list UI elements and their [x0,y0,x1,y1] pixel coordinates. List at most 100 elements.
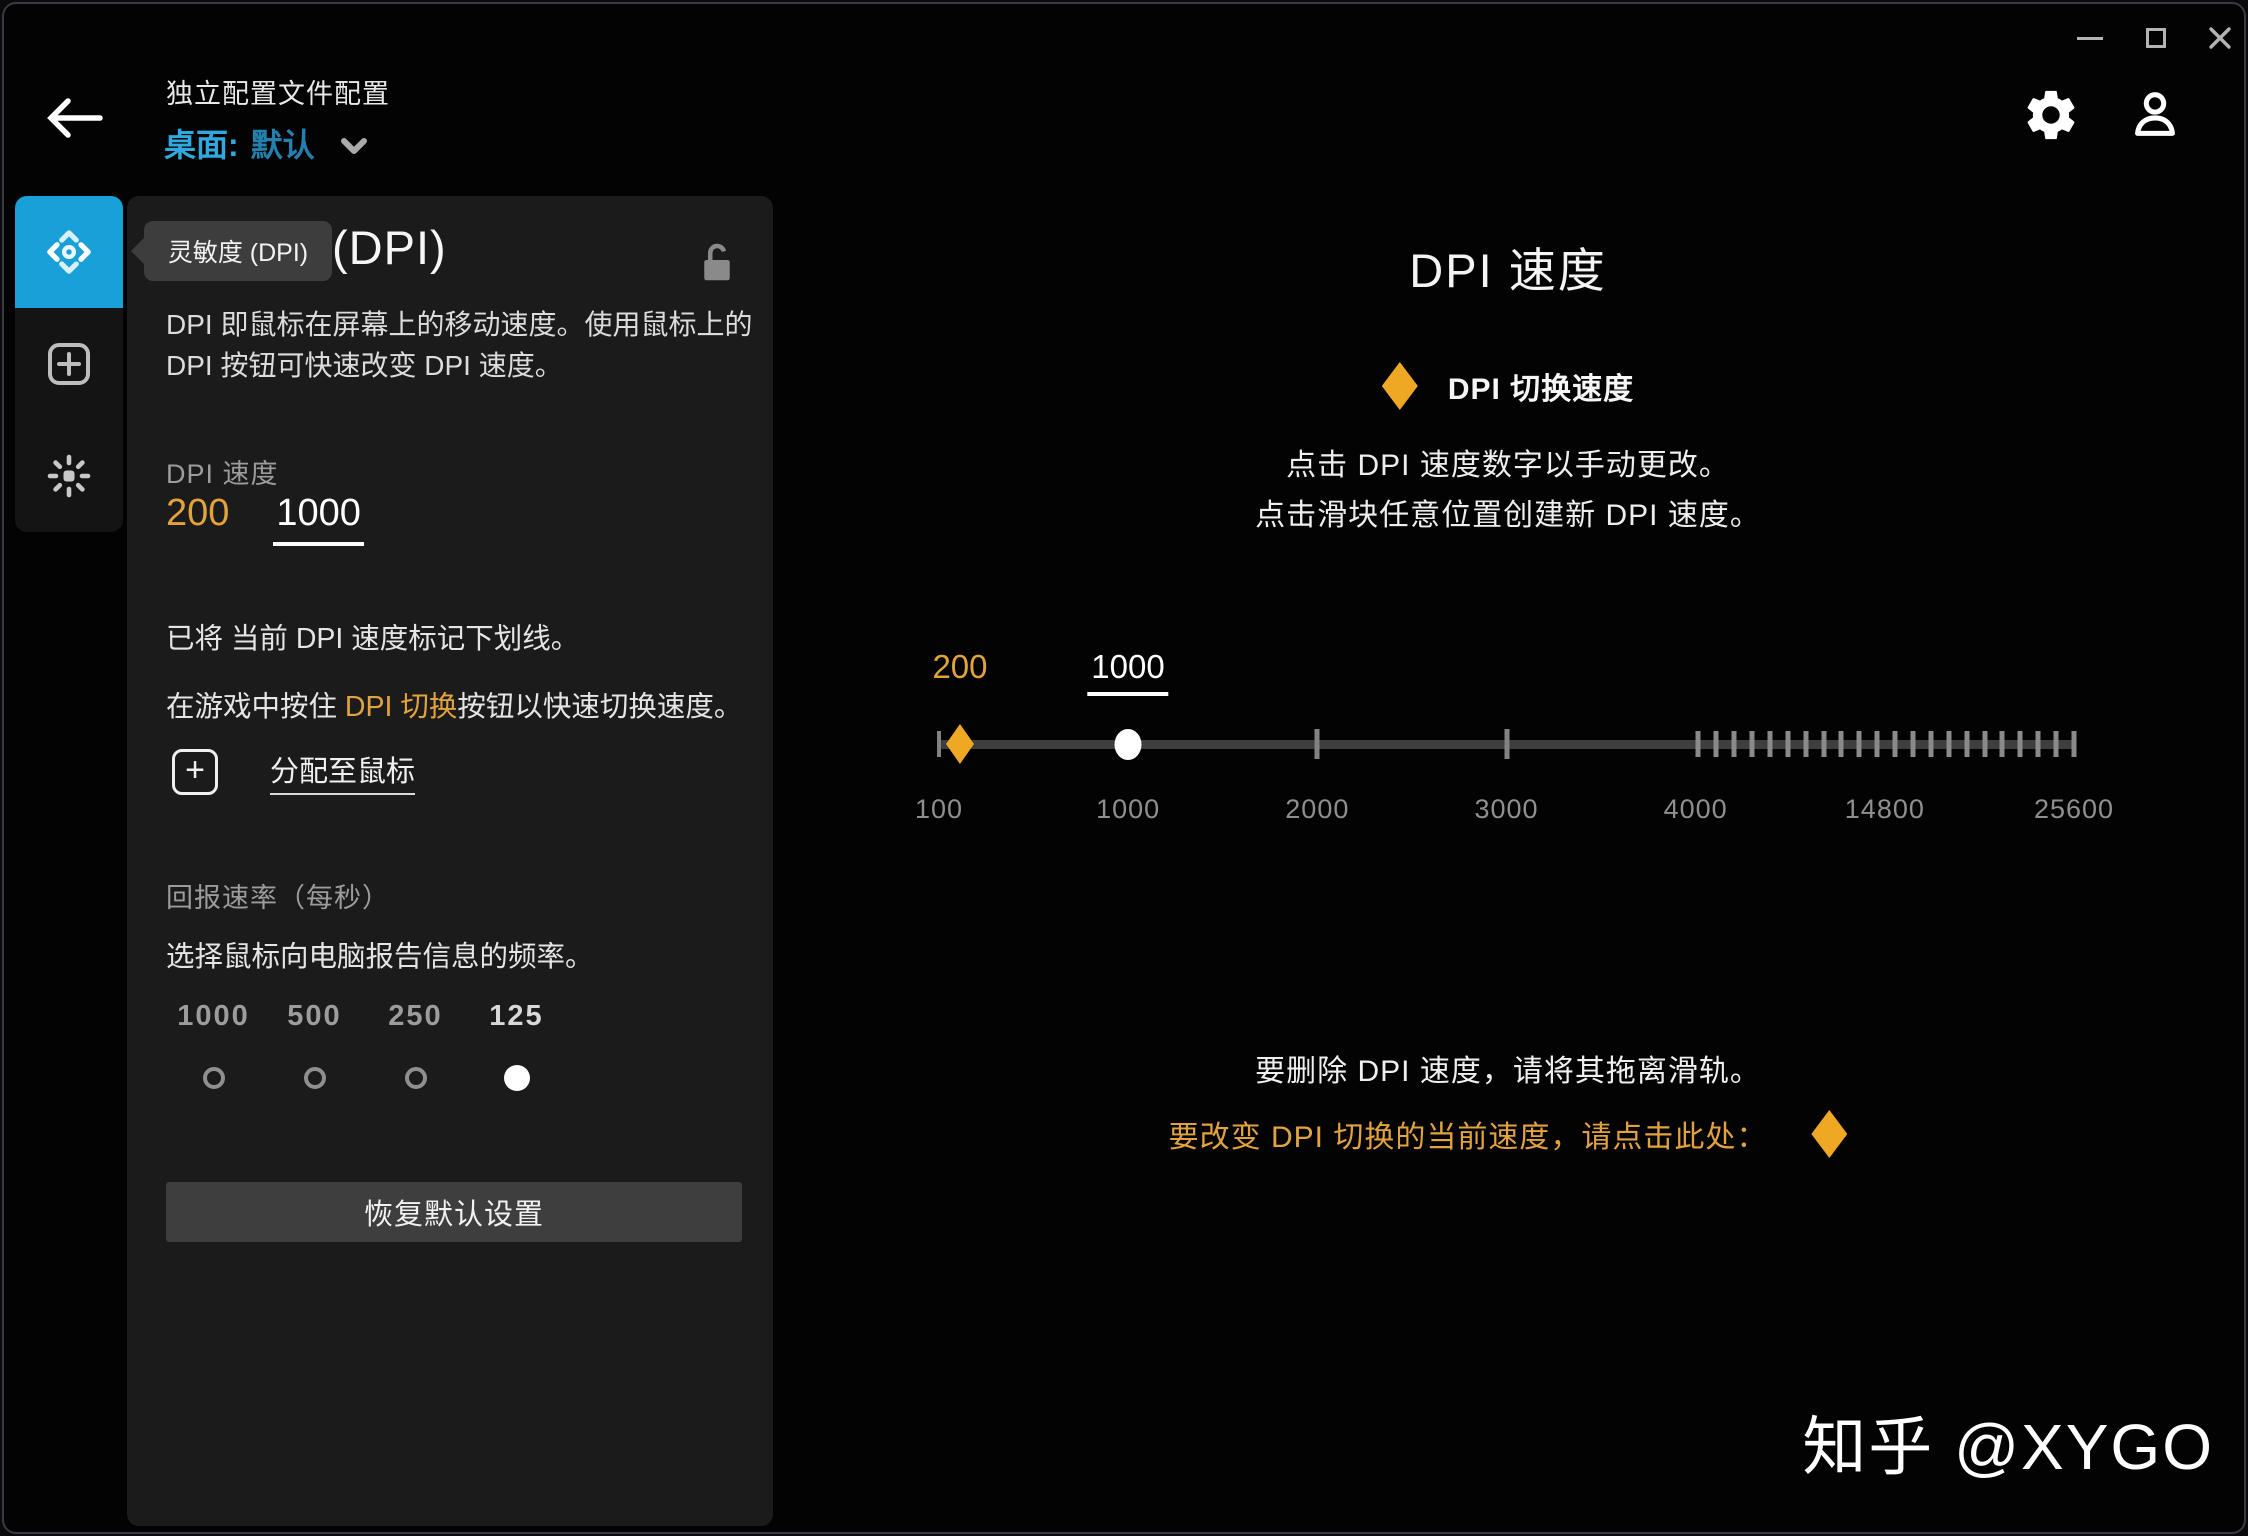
slider-tick [1314,729,1320,759]
dpi-settings-panel: (DPI) DPI 即鼠标在屏幕上的移动速度。使用鼠标上的 DPI 按钮可快速改… [127,196,773,1526]
report-rate-value: 125 [489,1000,544,1032]
dpi-speed-value[interactable]: 1000 [273,492,364,546]
plus-square-icon [48,343,90,385]
slider-tick [2071,731,2077,757]
slider-tick [1964,731,1970,757]
report-rate-option[interactable]: 500 [264,1000,365,1091]
reset-defaults-button[interactable]: 恢复默认设置 [166,1182,742,1242]
slider-marker-1000[interactable] [1114,729,1142,760]
sidebar-item-add-command[interactable] [15,308,123,420]
slider-axis-label: 14800 [1844,794,1925,824]
maximize-icon [2146,28,2166,48]
back-arrow-icon [47,98,103,138]
dpi-slider: 200 1000 100 1000 2000 3000 4000 14800 25600 [915,604,2113,854]
underline-note: 已将 当前 DPI 速度标记下划线。 [166,623,580,655]
report-rate-description: 选择鼠标向电脑报告信息的频率。 [166,941,594,973]
report-rate-option[interactable]: 125 [466,1000,567,1091]
delete-note: 要删除 DPI 速度，请将其拖离滑轨。 [1255,1055,1761,1088]
slider-axis-label: 2000 [1285,794,1350,824]
report-rate-value: 250 [388,1000,443,1032]
dpi-toggle-diamond-icon [1381,362,1418,410]
dpi-toggle-highlight: DPI 切换 [344,691,458,723]
minimize-icon [2077,36,2103,40]
slider-tick [1982,731,1988,757]
profile-name: 默认 [250,127,315,163]
slider-tick [2053,731,2059,757]
change-current-speed-row: 要改变 DPI 切换的当前速度，请点击此处： [773,1110,2243,1158]
main-title: DPI 速度 [1409,244,1607,297]
assign-to-mouse-label: 分配至鼠标 [270,748,416,795]
close-button[interactable] [2202,22,2238,54]
minimize-button[interactable] [2072,22,2108,54]
instruction-line-1: 点击 DPI 速度数字以手动更改。 [1286,449,1730,482]
slider-tick [1910,731,1916,757]
slider-tick [1928,731,1934,757]
report-rate-options: 1000 500 250 125 [163,1000,567,1091]
slider-axis-label: 100 [914,794,964,824]
assign-to-mouse-button[interactable]: + 分配至鼠标 [172,748,416,795]
close-icon [2209,27,2231,49]
change-speed-diamond-button[interactable] [1811,1110,1848,1158]
panel-title: (DPI) [332,221,447,274]
unlock-icon[interactable] [699,240,735,286]
slider-tick [1803,731,1809,757]
sidebar-item-sensitivity-dpi[interactable] [15,196,123,308]
slider-tick [1731,731,1737,757]
sensitivity-tooltip: 灵敏度 (DPI) [144,221,332,281]
report-rate-option[interactable]: 250 [365,1000,466,1091]
settings-button[interactable] [2022,86,2080,144]
slider-tick [1946,731,1952,757]
slider-axis-label: 3000 [1474,794,1539,824]
account-button[interactable] [2126,86,2184,144]
slider-tick [2035,731,2041,757]
dpi-speed-value[interactable]: 200 [166,492,230,534]
person-icon [2135,92,2175,136]
back-button[interactable] [42,92,106,144]
radio-icon[interactable] [404,1067,427,1089]
dpi-description: DPI 即鼠标在屏幕上的移动速度。使用鼠标上的 DPI 按钮可快速改变 DPI … [166,309,753,381]
game-note: 在游戏中按住 DPI 切换按钮以快速切换速度。 [166,691,743,723]
slider-marker-200[interactable] [945,724,974,764]
dpi-speed-values: 200 1000 [166,492,364,546]
slider-tick [1749,731,1755,757]
dpi-speed-section-label: DPI 速度 [166,459,279,489]
brightness-icon [47,454,91,498]
slider-value-label[interactable]: 1000 [1087,648,1169,696]
sidebar-item-lighting[interactable] [15,420,123,532]
sidebar [15,196,123,532]
gear-icon [2027,90,2075,140]
slider-tick [1892,731,1898,757]
slider-tick [1821,731,1827,757]
profile-selector[interactable]: 桌面: 默认 [164,120,367,166]
page-title: 独立配置文件配置 [166,79,390,109]
slider-tick [1785,731,1791,757]
slider-tick [2017,731,2023,757]
instruction-line-2: 点击滑块任意位置创建新 DPI 速度。 [1255,499,1761,532]
maximize-button[interactable] [2138,22,2174,54]
slider-value-label[interactable]: 200 [932,648,988,685]
report-rate-option[interactable]: 1000 [163,1000,264,1091]
dpi-toggle-speed-row: DPI 切换速度 [773,362,2243,410]
chevron-down-icon [340,137,367,155]
radio-icon[interactable] [202,1067,225,1089]
slider-tick [1999,731,2005,757]
dpi-toggle-speed-label: DPI 切换速度 [1447,373,1635,406]
profile-context-label: 桌面: [164,127,239,163]
plus-square-icon: + [172,748,218,795]
slider-axis-label: 4000 [1663,794,1728,824]
report-rate-label: 回报速率（每秒） [166,883,390,913]
slider-tick [1713,731,1719,757]
radio-icon[interactable] [503,1065,530,1091]
slider-tick [1504,729,1509,759]
slider-tick [1695,731,1701,757]
slider-axis-label: 1000 [1096,794,1161,824]
change-note-text: 要改变 DPI 切换的当前速度，请点击此处： [1168,1121,1768,1154]
slider-tick [1874,731,1880,757]
radio-icon[interactable] [303,1067,326,1089]
report-rate-value: 500 [287,1000,342,1032]
slider-tick [1856,731,1862,757]
slider-axis-label: 25600 [2033,794,2115,824]
slider-tick [937,731,941,757]
watermark: 知乎 @XYGO [1802,1411,2214,1483]
